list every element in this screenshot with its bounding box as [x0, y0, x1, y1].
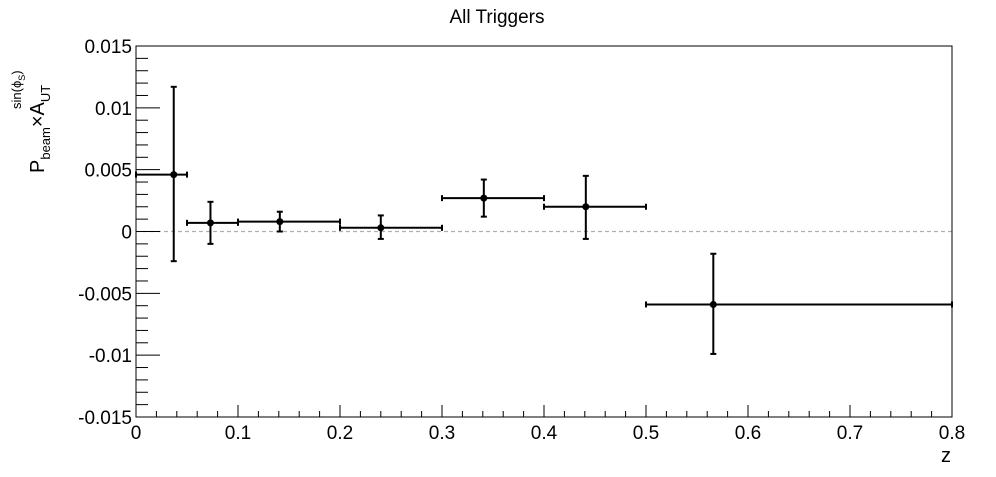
x-tick-label: 0.8 — [939, 423, 965, 444]
y-axis-label-sup-close: ) — [9, 70, 24, 74]
data-point-marker — [582, 203, 590, 211]
chart-title: All Triggers — [449, 7, 544, 28]
y-axis-label-sup: sin(ϕ — [9, 81, 24, 109]
y-tick-label: -0.015 — [78, 408, 132, 429]
data-point-group — [186, 200, 239, 245]
y-axis-label: Pbeam×AUT sin(ϕS) — [9, 70, 53, 173]
axis-layer: 0 0.1 0.2 0.3 0.4 0.5 0.6 0.7 0.8 -0.015 -0.01 -0.0… — [78, 37, 965, 444]
svg-text:Pbeam×AUT: Pbeam×AUT — [27, 85, 53, 173]
y-axis-label-main-1: P — [27, 160, 49, 173]
y-tick-label: -0.005 — [78, 284, 132, 305]
data-point-marker — [377, 224, 385, 232]
x-tick-label: 0.4 — [531, 423, 558, 444]
data-point-marker — [170, 171, 178, 179]
y-tick-label: -0.01 — [89, 346, 132, 367]
x-axis-label: z — [941, 445, 951, 467]
data-layer — [135, 85, 953, 355]
data-point-marker — [276, 218, 284, 226]
data-point-group — [645, 252, 953, 355]
y-axis-label-sub-1: beam — [38, 127, 53, 160]
y-tick-label: 0 — [121, 223, 132, 244]
x-tick-label: 0.6 — [735, 423, 761, 444]
data-point-group — [441, 178, 545, 218]
y-axis-label-sub-2: UT — [38, 85, 53, 102]
y-tick-label: 0.005 — [84, 161, 132, 182]
y-tick-label: 0.01 — [95, 99, 132, 120]
data-point-group — [135, 85, 188, 263]
x-tick-label: 0 — [131, 423, 142, 444]
data-point-group — [339, 214, 443, 240]
y-axis-label-main-2: ×A — [27, 101, 49, 127]
y-axis-label-sup-sub: S — [17, 75, 27, 81]
data-point-marker — [480, 194, 488, 202]
data-point-marker — [709, 300, 717, 308]
x-tick-label: 0.1 — [225, 423, 251, 444]
data-point-marker — [206, 219, 214, 227]
x-tick-label: 0.5 — [633, 423, 659, 444]
svg-text:sin(ϕS): sin(ϕS) — [9, 70, 27, 109]
y-tick-label: 0.015 — [84, 37, 132, 58]
x-tick-label: 0.2 — [327, 423, 353, 444]
data-point-group — [543, 174, 647, 240]
x-tick-label: 0.7 — [837, 423, 863, 444]
data-point-group — [237, 210, 341, 233]
x-tick-label: 0.3 — [429, 423, 455, 444]
